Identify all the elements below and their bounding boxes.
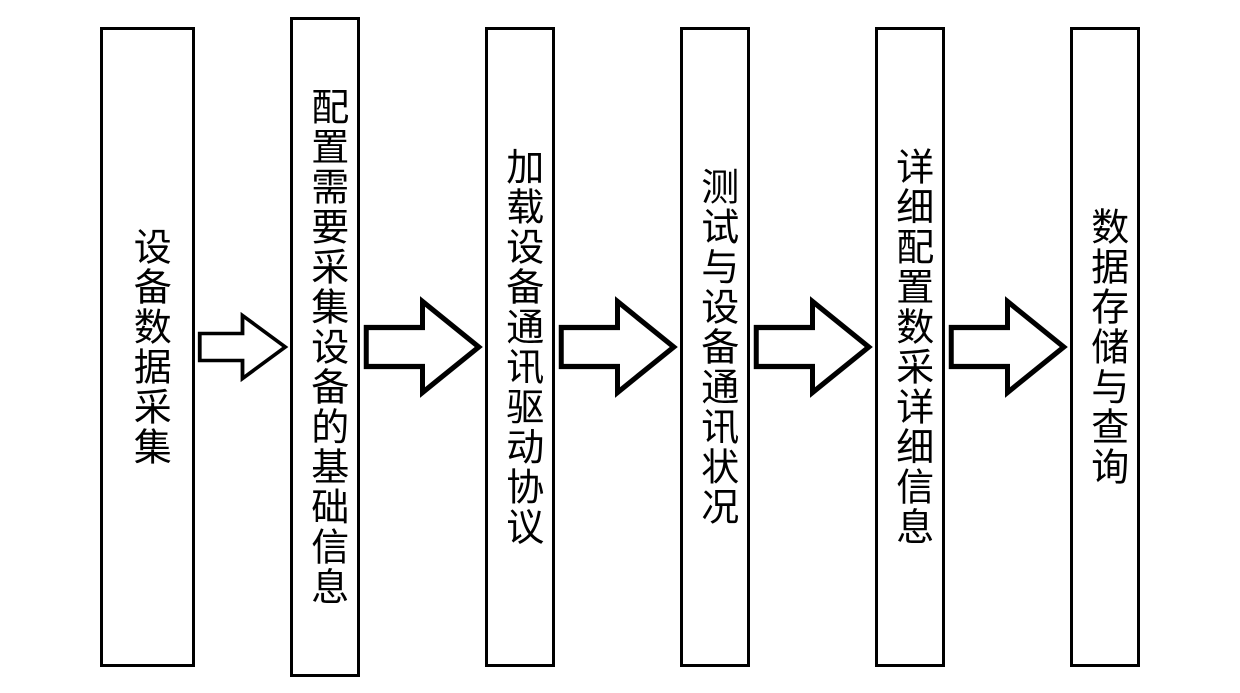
- flow-box-5: 详细配置数采详细信息: [875, 27, 945, 667]
- arrow-icon: [555, 282, 680, 412]
- flow-box-3-label: 加载设备通讯驱动协议: [497, 147, 543, 547]
- flow-arrow-2: [360, 282, 485, 412]
- flow-box-1: 设备数据采集: [100, 27, 195, 667]
- flow-box-4: 测试与设备通讯状况: [680, 27, 750, 667]
- flow-box-2-label: 配置需要采集设备的基础信息: [302, 87, 348, 607]
- flow-box-3: 加载设备通讯驱动协议: [485, 27, 555, 667]
- arrow-icon: [360, 282, 485, 412]
- arrow-icon: [195, 302, 290, 392]
- flow-box-4-label: 测试与设备通讯状况: [692, 167, 738, 527]
- flow-box-5-label: 详细配置数采详细信息: [887, 147, 933, 547]
- flowchart-container: 设备数据采集 配置需要采集设备的基础信息 加载设备通讯驱动协议 测试与设备通讯状…: [20, 20, 1220, 673]
- arrow-icon: [945, 282, 1070, 412]
- flow-box-6: 数据存储与查询: [1070, 27, 1140, 667]
- flow-box-6-label: 数据存储与查询: [1082, 207, 1128, 487]
- arrow-icon: [750, 282, 875, 412]
- flow-arrow-4: [750, 282, 875, 412]
- flow-arrow-1: [195, 302, 290, 392]
- flow-box-2: 配置需要采集设备的基础信息: [290, 17, 360, 677]
- flow-arrow-5: [945, 282, 1070, 412]
- flow-box-1-label: 设备数据采集: [125, 227, 171, 467]
- flow-arrow-3: [555, 282, 680, 412]
